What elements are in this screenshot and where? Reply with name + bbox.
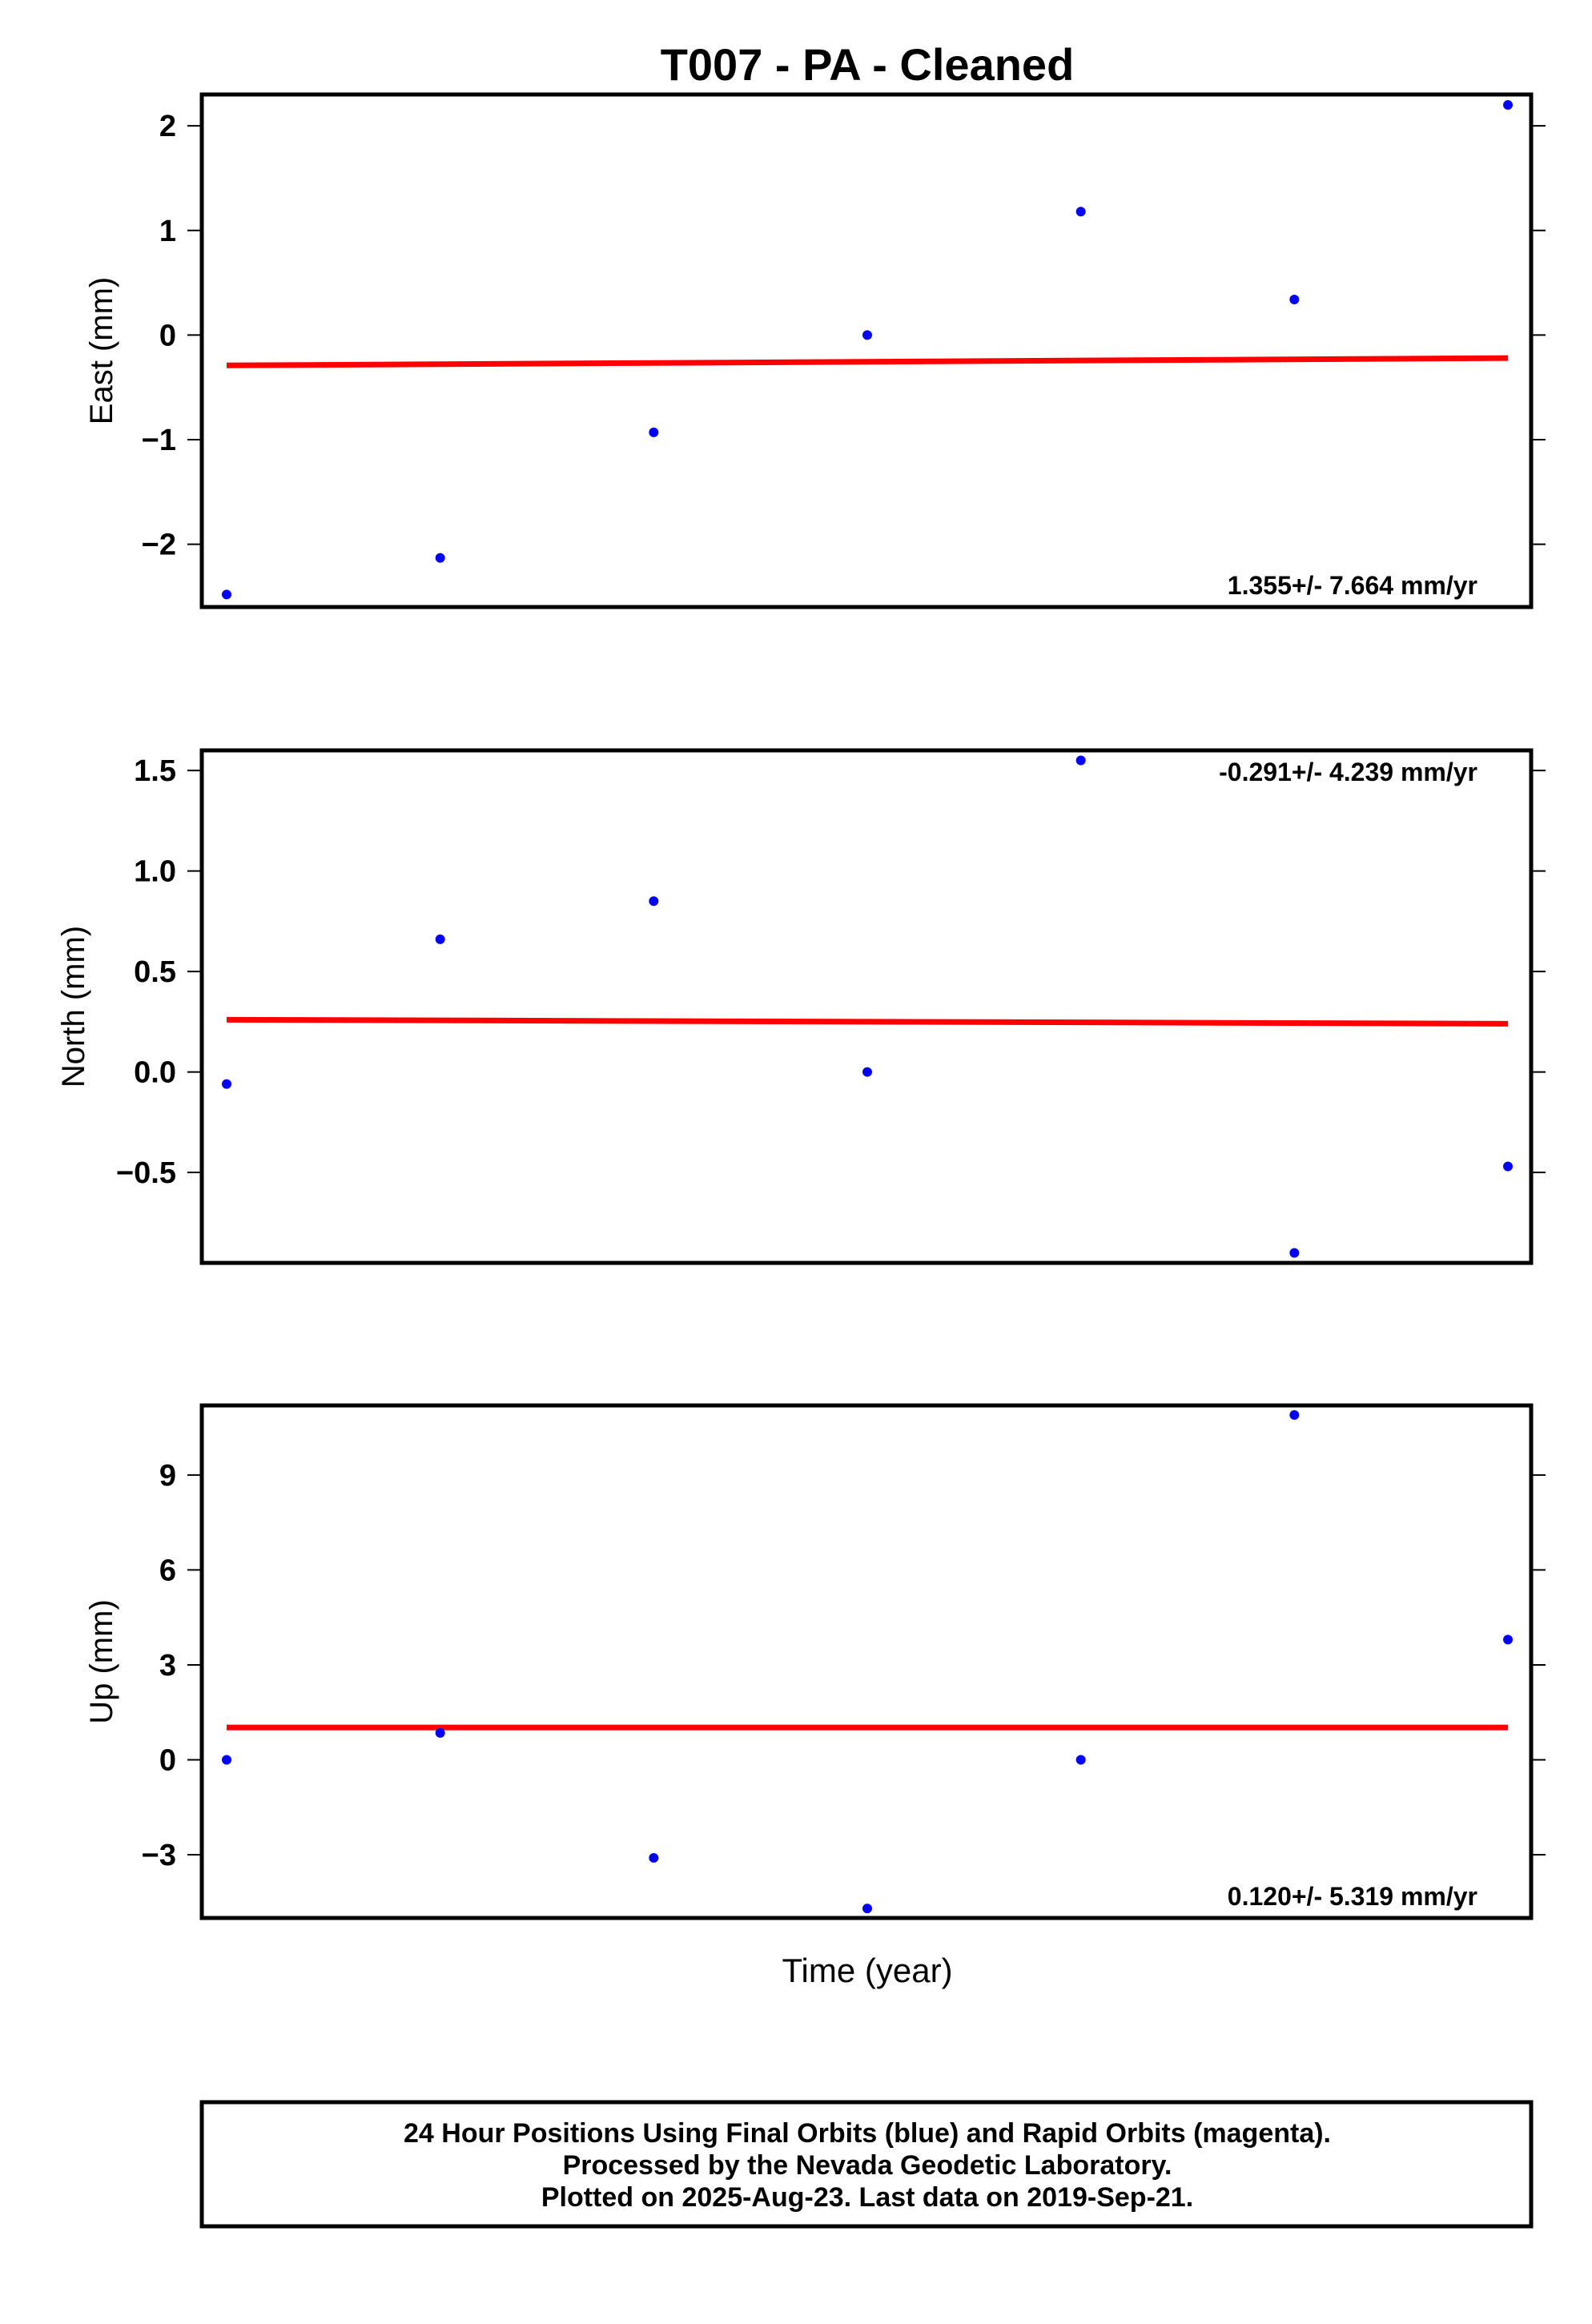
north-ytick-label: 1.0 — [134, 855, 176, 889]
north-panel-frame — [199, 748, 1534, 1265]
east-ytick-label: 2 — [159, 110, 176, 143]
east-data-point — [1075, 207, 1086, 217]
up-data-point — [1289, 1409, 1300, 1420]
north-data-point — [1075, 755, 1086, 766]
up-ytick-label: 3 — [159, 1649, 176, 1683]
up-data-point — [222, 1755, 231, 1765]
east-data-point — [649, 427, 659, 437]
up-data-point — [862, 1904, 872, 1914]
north-ytick-label: 0.5 — [134, 955, 176, 989]
footer-line-2: Processed by the Nevada Geodetic Laborat… — [563, 2150, 1172, 2181]
east-panel-frame — [199, 92, 1534, 609]
east-panel: East (mm) 1.355+/- 7.664 mm/yr 2 1 0 −1 −2 — [84, 92, 1546, 609]
footer-box: 24 Hour Positions Using Final Orbits (bl… — [199, 2100, 1534, 2229]
north-axis-label: North (mm) — [56, 926, 91, 1088]
up-ytick-label: 0 — [159, 1743, 176, 1777]
up-data-point — [435, 1727, 445, 1738]
east-trend-line — [226, 355, 1509, 368]
up-data-point — [649, 1852, 659, 1863]
north-ytick-label: −0.5 — [116, 1156, 176, 1190]
x-axis-label: Time (year) — [782, 1952, 952, 1989]
north-trend-line — [226, 1016, 1509, 1027]
east-ytick-label: −2 — [142, 529, 176, 562]
up-ytick-label: 9 — [159, 1459, 176, 1493]
north-data-point — [1503, 1161, 1513, 1172]
up-data-point — [1075, 1755, 1086, 1765]
north-data-point — [435, 934, 445, 944]
up-panel-frame — [199, 1403, 1534, 1920]
east-ytick-label: 1 — [159, 215, 176, 248]
east-data-point — [222, 589, 231, 600]
east-data-point — [1503, 100, 1513, 111]
east-axis-label: East (mm) — [84, 277, 119, 424]
north-data-point — [649, 896, 659, 907]
east-ytick-label: −1 — [142, 424, 176, 457]
north-ytick-label: 1.5 — [134, 754, 176, 788]
up-axis-label: Up (mm) — [84, 1599, 119, 1724]
figure-title: T007 - PA - Cleaned — [661, 39, 1075, 90]
footer-line-1: 24 Hour Positions Using Final Orbits (bl… — [404, 2118, 1331, 2149]
footer-frame — [199, 2100, 1534, 2229]
east-data-point — [862, 330, 872, 340]
east-ytick-label: 0 — [159, 319, 176, 352]
east-data-point — [435, 553, 445, 563]
up-data-point — [1503, 1634, 1513, 1645]
up-rate-label: 0.120+/- 5.319 mm/yr — [1228, 1882, 1477, 1911]
north-data-point — [222, 1079, 231, 1089]
north-data-point — [862, 1067, 872, 1077]
east-rate-label: 1.355+/- 7.664 mm/yr — [1228, 571, 1477, 600]
up-ytick-label: 6 — [159, 1554, 176, 1587]
up-ytick-label: −3 — [142, 1839, 176, 1872]
north-data-point — [1289, 1248, 1300, 1258]
north-panel: North (mm) -0.291+/- 4.239 mm/yr 1.5 1.0 0… — [56, 748, 1546, 1265]
footer-line-3: Plotted on 2025-Aug-23. Last data on 201… — [541, 2182, 1193, 2213]
north-ytick-label: 0.0 — [134, 1056, 176, 1090]
up-panel: Up (mm) 0.120+/- 5.319 mm/yr 9 6 3 0 −3 — [84, 1403, 1546, 1920]
north-rate-label: -0.291+/- 4.239 mm/yr — [1219, 758, 1477, 786]
east-data-point — [1289, 295, 1300, 304]
